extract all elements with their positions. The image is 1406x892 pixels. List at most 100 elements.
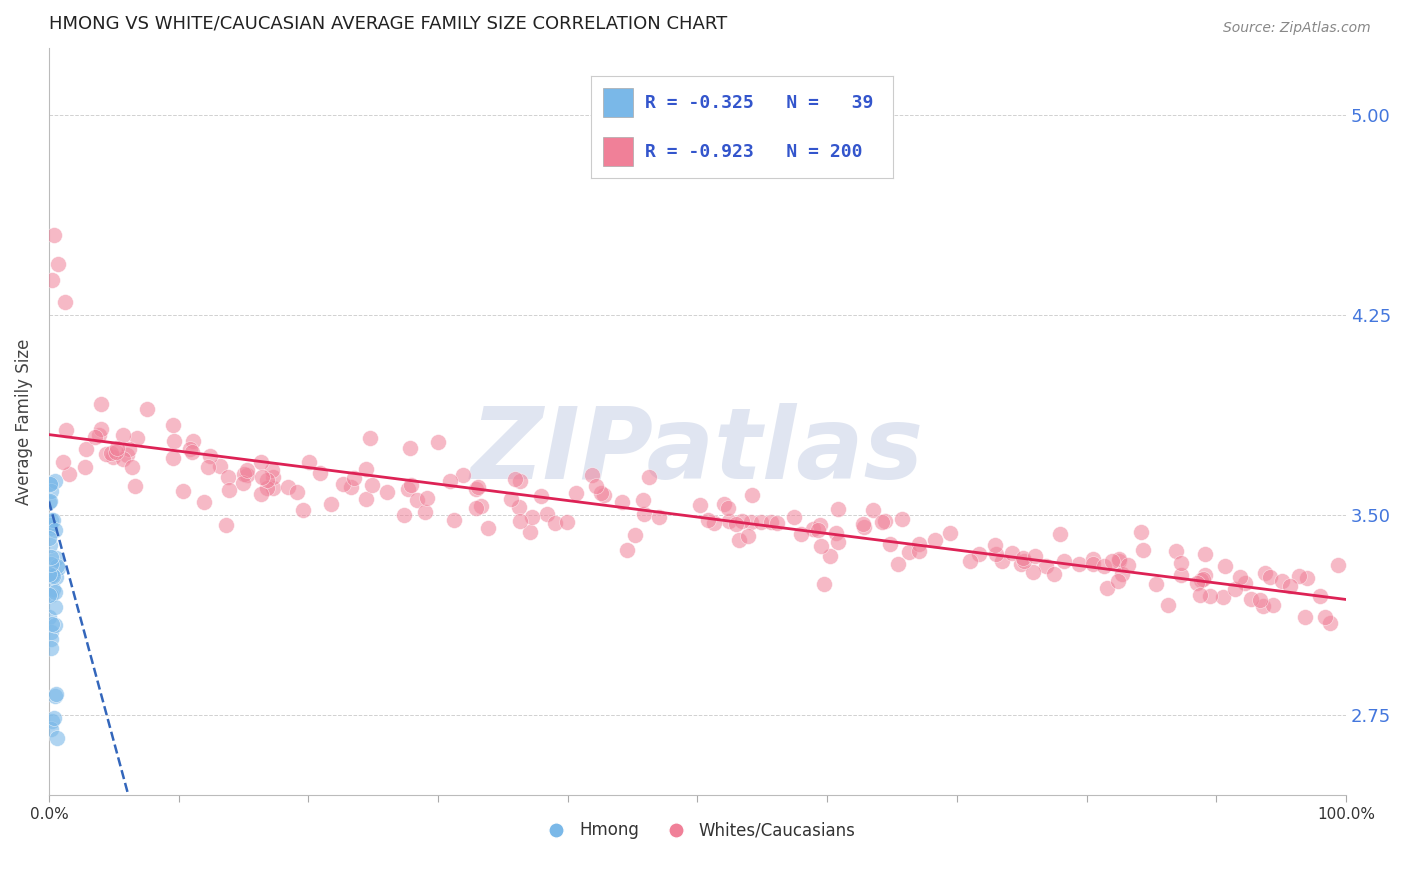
Point — [90, 397, 112, 411]
Point — [343, 470, 366, 484]
Point — [879, 537, 901, 551]
Point — [39, 640, 62, 655]
Point — [115, 449, 138, 463]
Point — [354, 492, 377, 507]
Point — [824, 525, 846, 540]
Text: HMONG VS WHITE/CAUCASIAN AVERAGE FAMILY SIZE CORRELATION CHART: HMONG VS WHITE/CAUCASIAN AVERAGE FAMILY … — [49, 15, 727, 33]
Point — [1108, 551, 1130, 566]
Point — [581, 467, 603, 482]
Point — [1251, 599, 1274, 613]
Point — [321, 497, 343, 511]
Point — [1144, 577, 1167, 591]
Point — [360, 477, 382, 491]
Point — [765, 516, 787, 530]
Point — [477, 521, 499, 535]
Point — [58, 467, 80, 482]
Point — [41, 273, 63, 287]
Point — [45, 687, 67, 701]
Point — [38, 495, 60, 509]
Point — [256, 481, 278, 495]
Point — [1189, 573, 1212, 587]
Point — [38, 588, 60, 602]
Point — [890, 512, 912, 526]
Point — [718, 515, 741, 529]
Point — [647, 510, 669, 524]
Point — [39, 484, 62, 499]
Point — [214, 518, 236, 533]
Point — [401, 477, 423, 491]
Point — [759, 515, 782, 529]
Point — [530, 489, 553, 503]
Point — [392, 508, 415, 522]
Point — [111, 452, 134, 467]
Point — [1327, 558, 1350, 572]
Point — [172, 484, 194, 499]
Point — [1278, 579, 1301, 593]
Point — [1313, 609, 1336, 624]
Point — [499, 492, 522, 507]
Point — [197, 459, 219, 474]
Point — [1129, 524, 1152, 539]
Point — [39, 494, 62, 508]
Point — [1010, 558, 1032, 572]
Point — [208, 458, 231, 473]
Point — [1164, 543, 1187, 558]
Point — [1170, 556, 1192, 570]
Point — [41, 625, 63, 640]
Point — [101, 450, 124, 464]
Point — [44, 600, 66, 615]
Point — [162, 451, 184, 466]
Point — [827, 502, 849, 516]
Point — [1271, 574, 1294, 588]
Point — [631, 493, 654, 508]
Point — [1132, 543, 1154, 558]
Point — [1156, 598, 1178, 612]
Point — [717, 500, 740, 515]
Legend: Hmong, Whites/Caucasians: Hmong, Whites/Caucasians — [533, 814, 862, 847]
Point — [991, 553, 1014, 567]
Point — [413, 505, 436, 519]
Point — [181, 434, 204, 449]
Point — [703, 516, 725, 530]
Point — [112, 428, 135, 442]
Point — [44, 585, 66, 599]
Point — [984, 547, 1007, 561]
Point — [1012, 550, 1035, 565]
Point — [87, 428, 110, 442]
Point — [740, 515, 762, 529]
FancyBboxPatch shape — [603, 88, 633, 117]
Point — [1223, 582, 1246, 596]
Point — [1194, 547, 1216, 561]
Point — [808, 517, 831, 532]
Point — [41, 617, 63, 632]
Point — [1170, 567, 1192, 582]
Point — [1001, 546, 1024, 560]
Point — [1213, 558, 1236, 573]
Point — [852, 520, 875, 534]
Point — [277, 480, 299, 494]
Point — [451, 468, 474, 483]
Point — [53, 294, 76, 309]
Point — [1319, 616, 1341, 631]
Point — [1296, 571, 1319, 585]
Point — [1081, 558, 1104, 572]
Point — [638, 470, 661, 484]
Point — [298, 455, 321, 469]
Point — [44, 227, 66, 242]
Point — [741, 488, 763, 502]
Point — [1092, 559, 1115, 574]
Point — [179, 442, 201, 456]
Point — [1116, 558, 1139, 573]
Point — [697, 513, 720, 527]
Point — [252, 470, 274, 484]
Point — [218, 483, 240, 497]
Point — [90, 422, 112, 436]
Point — [852, 517, 875, 532]
Point — [872, 515, 894, 529]
Point — [399, 441, 422, 455]
Point — [105, 442, 128, 456]
Point — [875, 514, 897, 528]
Point — [1229, 570, 1251, 584]
Point — [256, 473, 278, 487]
Point — [939, 526, 962, 541]
